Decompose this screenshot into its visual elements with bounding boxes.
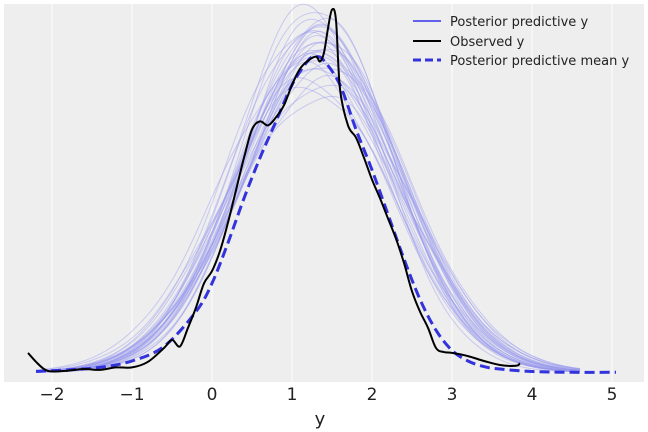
posterior-sample-line (35, 18, 581, 373)
x-tick-label: 2 (367, 385, 378, 405)
posterior-sample-line (35, 48, 581, 373)
x-tick-label: −1 (119, 385, 144, 405)
posterior-sample-line (35, 30, 581, 372)
observed-line (27, 7, 521, 373)
posterior-sample-line (35, 24, 581, 373)
posterior-sample-line (35, 84, 581, 372)
posterior-sample-line (35, 86, 581, 371)
x-tick-label: 5 (607, 385, 618, 405)
posterior-sample-line (35, 23, 581, 373)
posterior-sample-line (35, 68, 581, 373)
posterior-sample-line (35, 95, 581, 372)
legend-label-observed: Observed y (450, 35, 525, 50)
posterior-sample-line (35, 31, 581, 372)
x-tick-label: 1 (287, 385, 298, 405)
posterior-sample-line (35, 67, 581, 372)
x-axis-label: y (315, 409, 326, 430)
posterior-sample-line (35, 49, 581, 372)
x-tick-label: 3 (447, 385, 458, 405)
posterior-sample-line (35, 75, 581, 372)
x-tick-labels: −2 −1 0 1 2 3 4 5 (39, 385, 617, 405)
posterior-sample-line (35, 42, 581, 373)
x-tick-label: −2 (39, 385, 64, 405)
posterior-sample-line (35, 51, 581, 373)
series-lines (27, 7, 617, 374)
legend: Posterior predictive y Observed y Poster… (413, 15, 629, 69)
posterior-sample-line (35, 41, 581, 373)
legend-label-posterior-predictive: Posterior predictive y (450, 15, 588, 30)
posterior-sample-line (35, 12, 581, 373)
posterior-sample-line (35, 77, 581, 372)
plot-background (4, 4, 644, 382)
posterior-sample-line (35, 55, 581, 373)
posterior-sample-line (35, 17, 581, 373)
grid-lines (51, 4, 613, 382)
posterior-sample-line (35, 62, 581, 372)
posterior-mean-line (35, 55, 617, 374)
posterior-sample-line (35, 41, 581, 373)
x-tick-label: 4 (527, 385, 538, 405)
legend-label-posterior-mean: Posterior predictive mean y (450, 54, 629, 69)
posterior-sample-line (35, 3, 581, 373)
x-tick-label: 0 (207, 385, 218, 405)
posterior-sample-line (35, 52, 581, 371)
posterior-sample-line (35, 26, 581, 372)
